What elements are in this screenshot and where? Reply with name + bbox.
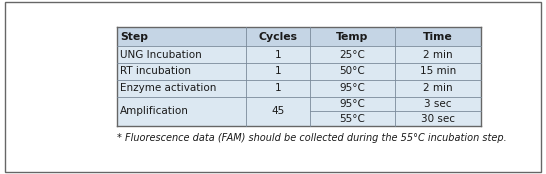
Text: 15 min: 15 min xyxy=(420,66,456,76)
Bar xyxy=(310,46,395,63)
Bar xyxy=(395,97,481,111)
Bar xyxy=(310,111,395,126)
Text: 45: 45 xyxy=(271,106,284,116)
Text: Step: Step xyxy=(120,31,149,42)
Bar xyxy=(310,97,395,111)
Text: Cycles: Cycles xyxy=(258,31,298,42)
Text: 50°C: 50°C xyxy=(340,66,365,76)
Bar xyxy=(395,63,481,80)
Bar xyxy=(117,97,246,126)
Text: 1: 1 xyxy=(275,50,281,60)
Text: Time: Time xyxy=(423,31,453,42)
Text: RT incubation: RT incubation xyxy=(120,66,191,76)
Bar xyxy=(310,80,395,97)
Bar xyxy=(246,46,310,63)
Bar xyxy=(117,80,246,97)
Text: 2 min: 2 min xyxy=(423,83,453,93)
Text: Amplification: Amplification xyxy=(120,106,189,116)
Text: 2 min: 2 min xyxy=(423,50,453,60)
Text: 1: 1 xyxy=(275,83,281,93)
Bar xyxy=(310,63,395,80)
Bar xyxy=(246,80,310,97)
Bar xyxy=(117,46,246,63)
Text: 55°C: 55°C xyxy=(340,114,365,124)
Bar xyxy=(246,63,310,80)
Text: 95°C: 95°C xyxy=(340,83,365,93)
Bar xyxy=(117,63,246,80)
Text: Temp: Temp xyxy=(336,31,369,42)
Bar xyxy=(395,80,481,97)
Bar xyxy=(117,27,246,46)
Bar xyxy=(395,46,481,63)
Text: UNG Incubation: UNG Incubation xyxy=(120,50,202,60)
Text: 95°C: 95°C xyxy=(340,99,365,109)
Text: Enzyme activation: Enzyme activation xyxy=(120,83,217,93)
Bar xyxy=(310,27,395,46)
Bar xyxy=(395,27,481,46)
Text: * Fluorescence data (FAM) should be collected during the 55°C incubation step.: * Fluorescence data (FAM) should be coll… xyxy=(117,133,507,143)
Bar xyxy=(246,97,310,126)
Text: 3 sec: 3 sec xyxy=(424,99,452,109)
Text: 1: 1 xyxy=(275,66,281,76)
Bar xyxy=(395,111,481,126)
Text: 25°C: 25°C xyxy=(340,50,365,60)
Bar xyxy=(246,27,310,46)
Text: 30 sec: 30 sec xyxy=(421,114,455,124)
